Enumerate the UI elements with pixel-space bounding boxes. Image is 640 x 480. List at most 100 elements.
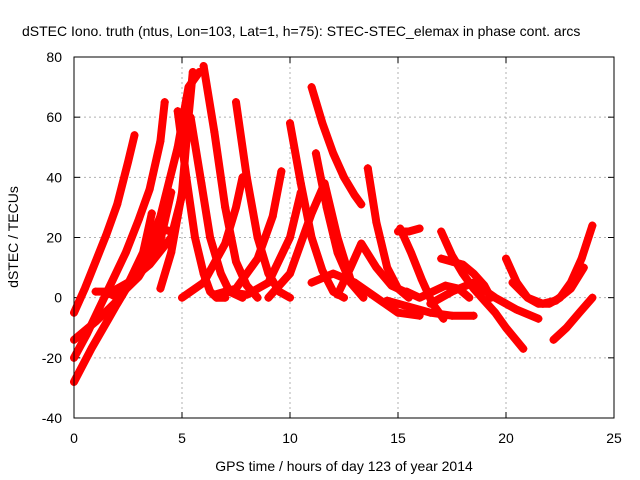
data-point-marker [307, 83, 316, 92]
x-tick-label: 0 [70, 430, 78, 446]
data-point-marker [318, 119, 327, 128]
data-marks [70, 62, 597, 386]
data-point-marker [156, 236, 165, 245]
data-point-marker [469, 278, 478, 287]
plot-frame [73, 56, 615, 419]
data-point-marker [216, 269, 225, 278]
data-point-marker [277, 167, 286, 176]
data-point-marker [538, 299, 547, 308]
data-point-marker [508, 278, 517, 287]
data-point-marker [458, 269, 467, 278]
data-point-marker [91, 257, 100, 266]
data-arc-path [333, 239, 409, 299]
data-arc-25 [437, 227, 528, 353]
data-point-marker [562, 323, 571, 332]
data-point-marker [502, 323, 510, 332]
data-point-marker [102, 287, 111, 296]
data-point-marker [91, 287, 100, 296]
data-point-marker [363, 164, 372, 173]
data-point-marker [387, 281, 396, 290]
data-point-marker [512, 305, 521, 314]
data-point-marker [534, 314, 543, 323]
data-point-marker [415, 224, 424, 233]
data-point-marker [147, 209, 156, 218]
data-point-marker [286, 293, 294, 302]
data-arc-14 [221, 188, 305, 299]
data-point-marker [480, 296, 489, 305]
data-point-marker [406, 248, 415, 257]
data-point-marker [588, 221, 597, 230]
data-point-marker [491, 308, 500, 317]
data-point-marker [340, 173, 348, 182]
data-point-marker [178, 188, 186, 197]
y-tick-label: 0 [54, 290, 62, 306]
data-arc-path [437, 227, 528, 353]
data-point-marker [357, 200, 366, 209]
data-point-marker [437, 227, 446, 236]
y-tick-label: 60 [46, 109, 62, 125]
data-point-marker [448, 287, 456, 296]
data-point-marker [102, 230, 111, 239]
data-point-marker [232, 257, 240, 266]
data-point-marker [134, 215, 143, 224]
data-point-marker [402, 287, 411, 296]
data-arc-path [426, 278, 543, 323]
data-point-marker [184, 83, 193, 92]
data-point-marker [286, 119, 294, 128]
x-tick-label: 10 [282, 430, 298, 446]
data-point-marker [519, 344, 528, 353]
data-point-marker [210, 128, 219, 137]
data-point-marker [577, 254, 586, 263]
data-point-marker [113, 299, 122, 308]
data-point-marker [268, 212, 277, 221]
data-arc-26 [426, 278, 543, 323]
data-point-marker [346, 263, 355, 272]
data-point-marker [160, 98, 169, 107]
data-point-marker [404, 227, 413, 236]
data-point-marker [242, 281, 251, 290]
data-arc-path [113, 68, 204, 308]
data-point-marker [190, 233, 199, 242]
data-arc-path [232, 98, 294, 302]
data-point-marker [221, 239, 230, 248]
data-arc-29 [549, 293, 597, 344]
data-point-marker [333, 233, 342, 242]
data-point-marker [394, 308, 402, 317]
data-point-marker [426, 299, 435, 308]
x-tick-label: 20 [498, 430, 514, 446]
data-point-marker [318, 266, 327, 275]
data-point-marker [469, 269, 478, 278]
data-point-marker [566, 284, 575, 293]
y-tick-label: 80 [46, 49, 62, 65]
data-point-marker [253, 293, 262, 302]
data-point-marker [124, 158, 132, 167]
data-point-marker [579, 263, 588, 272]
y-tick-label: 20 [46, 230, 62, 246]
data-point-marker [286, 269, 294, 278]
data-point-marker [134, 263, 143, 272]
data-point-marker [350, 191, 359, 200]
data-arc-8 [113, 68, 204, 308]
data-point-marker [404, 302, 413, 311]
data-point-marker [333, 290, 342, 299]
x-tick-label: 5 [178, 430, 186, 446]
data-point-marker [178, 293, 186, 302]
data-point-marker [199, 62, 208, 71]
data-point-marker [417, 275, 426, 284]
data-arc-path [508, 263, 588, 308]
data-point-marker [108, 275, 117, 284]
data-point-marker [415, 293, 424, 302]
data-point-marker [232, 203, 240, 212]
x-axis-title: GPS time / hours of day 123 of year 2014 [215, 458, 473, 474]
data-point-marker [441, 281, 450, 290]
data-point-marker [383, 263, 392, 272]
data-point-marker [121, 248, 130, 257]
data-point-marker [167, 248, 176, 257]
data-point-marker [91, 317, 100, 326]
data-arc-31 [383, 296, 478, 320]
data-point-marker [296, 179, 305, 188]
data-point-marker [311, 149, 320, 158]
data-point-marker [264, 278, 273, 287]
data-point-marker [206, 233, 215, 242]
